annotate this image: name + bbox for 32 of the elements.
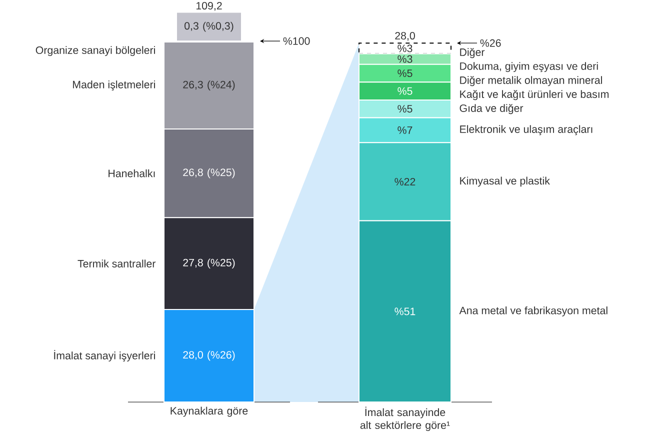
series-label: Elektronik ve ulaşım araçları (460, 125, 592, 136)
data-label: %5 (398, 69, 412, 77)
x-tick-label: İmalat sanayinde alt sektörlere göre¹ (360, 406, 450, 432)
x-tick-label: Kaynaklara göre (170, 406, 248, 417)
series-label: Hanehalkı (108, 169, 155, 178)
annotation: 28,0 (395, 32, 415, 41)
data-label: 26,8 (%25) (183, 168, 235, 178)
data-label: 26,3 (%24) (183, 80, 235, 90)
series-label: Organize sanayi bölgeleri (36, 46, 155, 56)
data-label: %22 (394, 178, 416, 186)
data-label: %5 (398, 87, 412, 95)
series-label: Termik santraller (78, 260, 156, 268)
data-label: %5 (398, 105, 412, 113)
data-label: %3 (398, 55, 412, 63)
data-label: 0,3 (%0,3) (184, 22, 234, 32)
data-label: %51 (394, 308, 416, 316)
text: %26 (480, 39, 501, 47)
total-label: 109,2 (196, 2, 222, 11)
series-label: Kimyasal ve plastik (460, 176, 550, 187)
series-label: Diğer metalik olmayan mineral (460, 76, 602, 86)
series-label: Gıda ve diğer (460, 104, 524, 114)
text: %100 (283, 37, 310, 45)
data-label: 27,8 (%25) (183, 258, 235, 268)
series-label: Maden işletmeleri (73, 80, 155, 90)
series-label: Ana metal ve fabrikasyon metal (459, 306, 608, 316)
series-label: Kağıt ve kağıt ürünleri ve basım (460, 90, 609, 100)
data-label: %7 (398, 126, 412, 134)
series-label: Dokuma, giyim eşyası ve deri (460, 62, 598, 72)
legend-label: Diğer (460, 48, 485, 58)
series-label: İmalat sanayi işyerleri (54, 350, 155, 362)
data-label: 28,0 (%26) (183, 350, 235, 361)
data-label: %3 (398, 44, 412, 52)
